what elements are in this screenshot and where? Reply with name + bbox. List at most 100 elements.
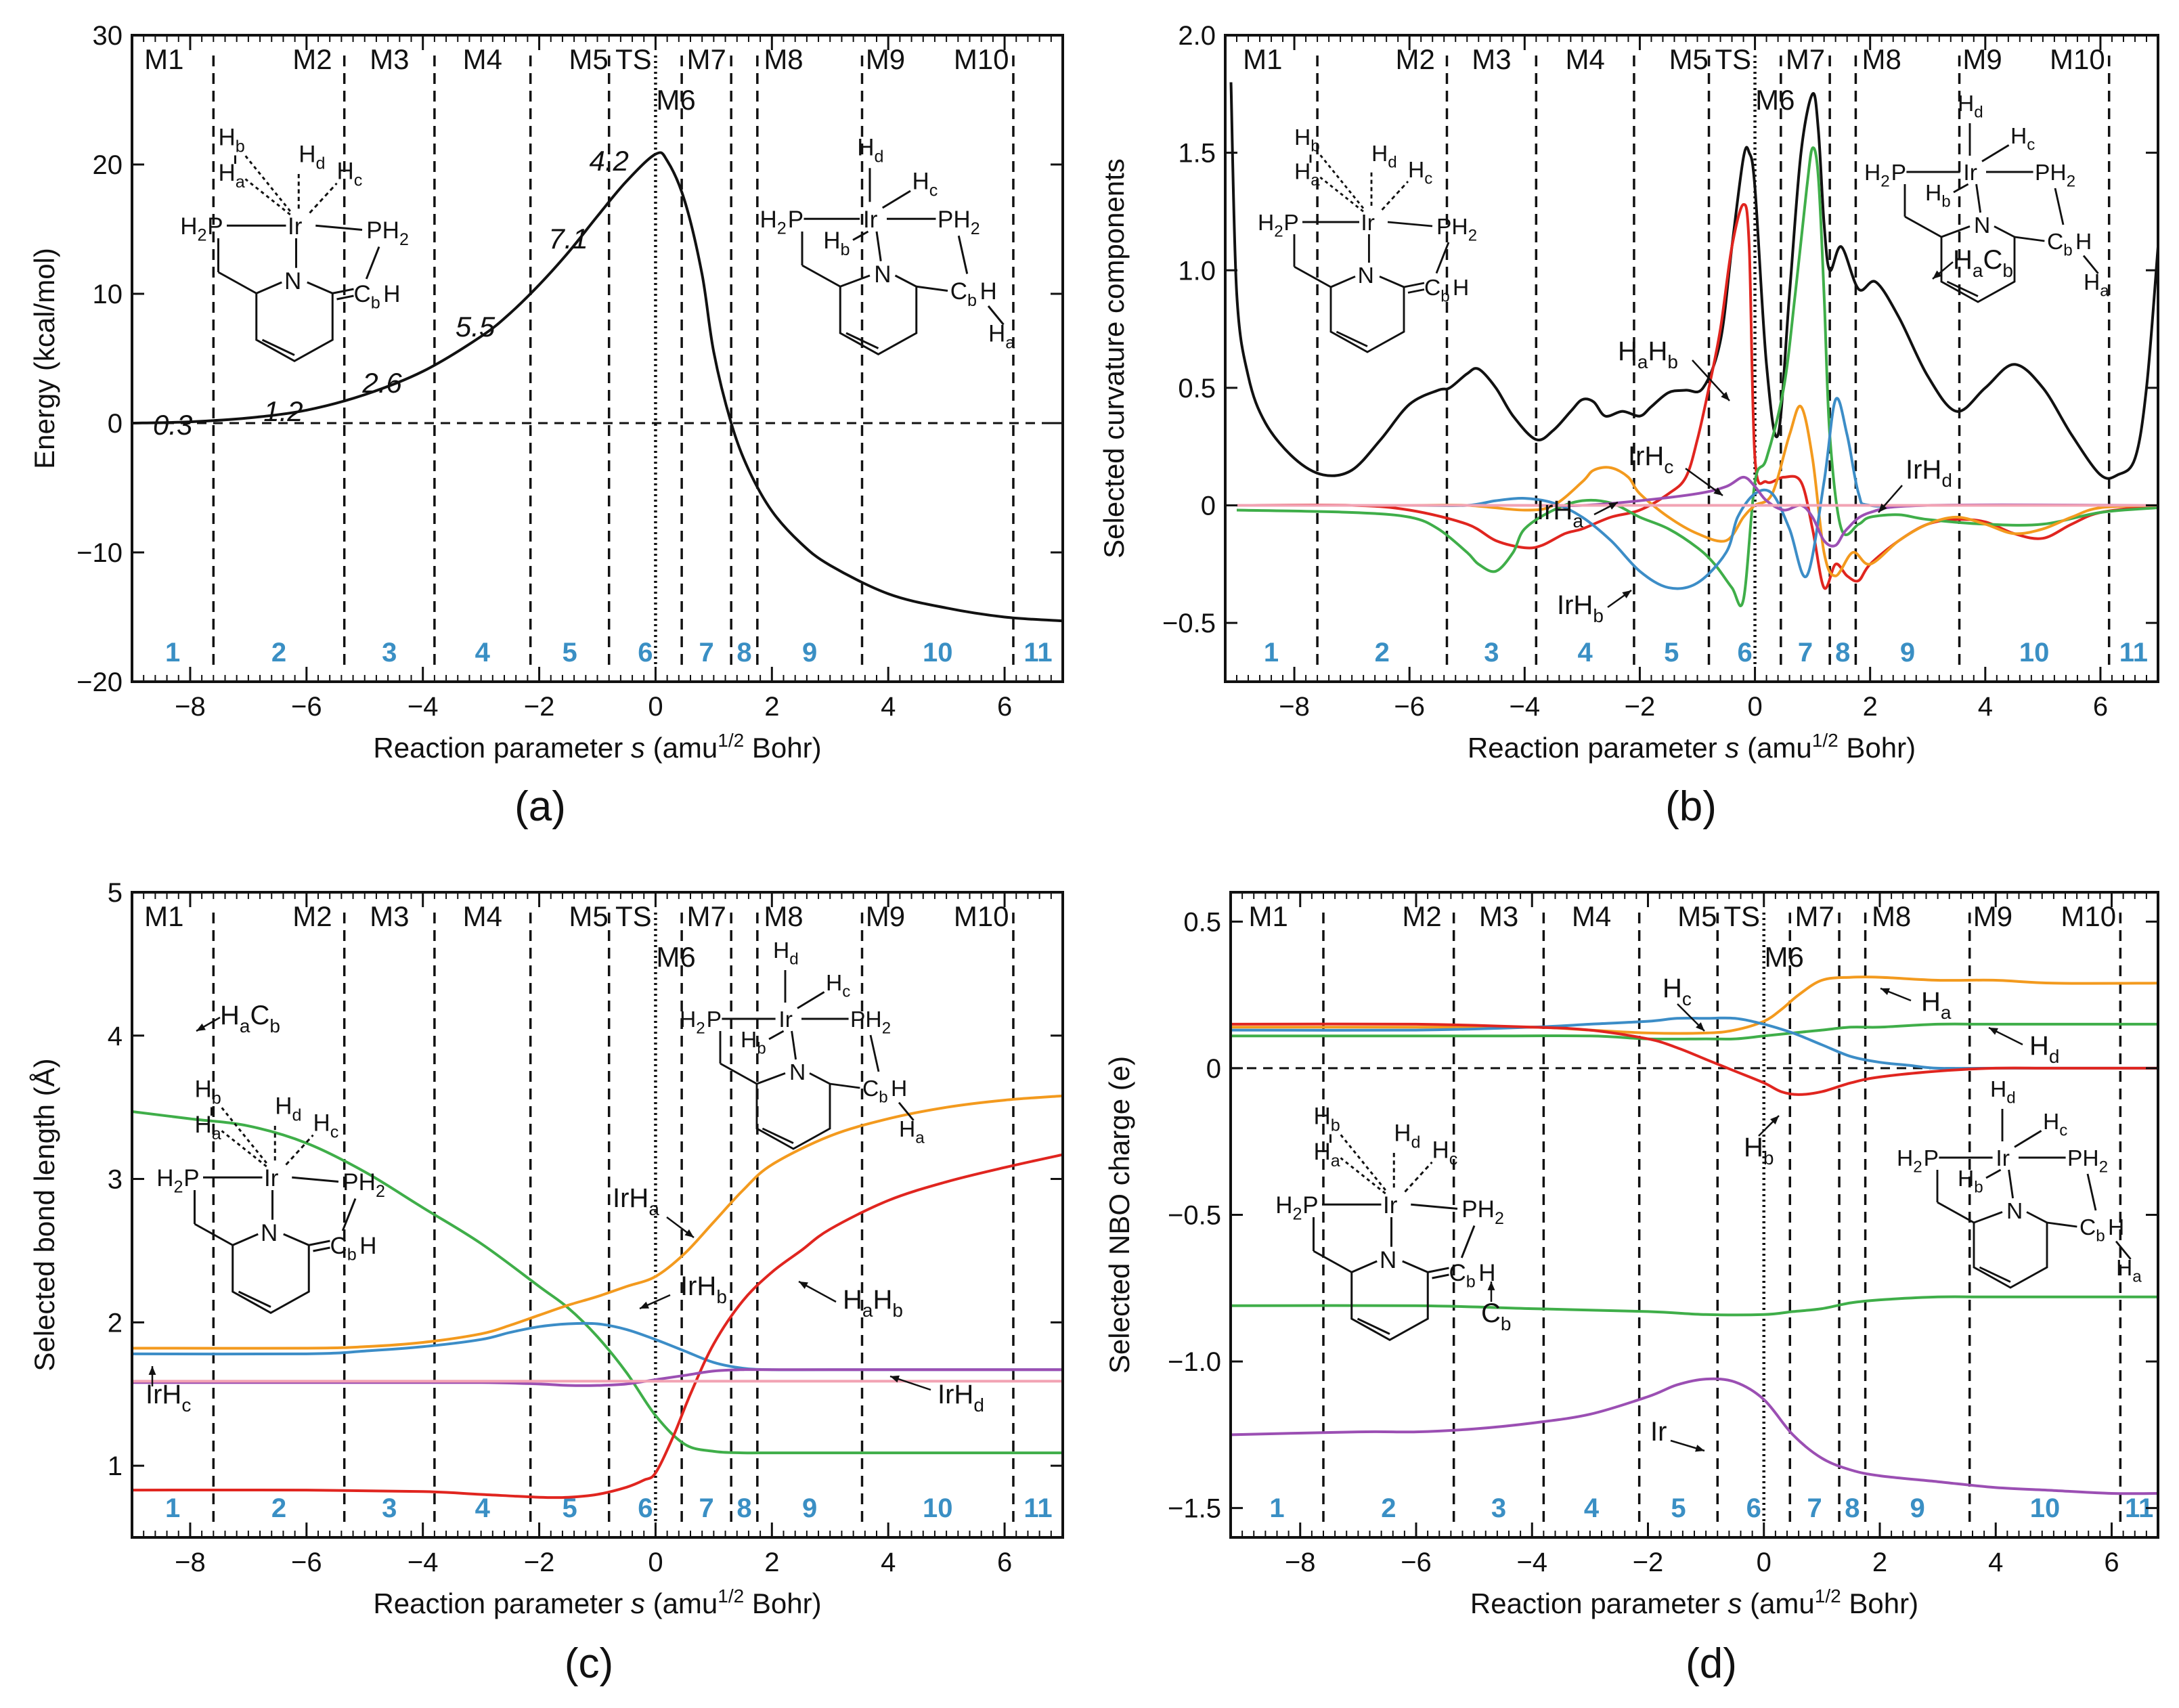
series-hd — [1231, 1022, 2158, 1041]
y-tick-label: 4 — [108, 1022, 123, 1051]
mol-r-atom-hc: Hc — [2010, 124, 2035, 154]
phase-number-3: 3 — [382, 638, 397, 667]
minimum-label-m6: M6 — [1765, 941, 1804, 973]
mol-r-atom-hd: Hd — [857, 135, 883, 167]
phase-number-2: 2 — [271, 1493, 286, 1523]
mol-atom-cbh: H — [383, 281, 400, 307]
mol-r-atom-ir: Ir — [1996, 1146, 2010, 1171]
minimum-label-m1: M1 — [144, 43, 183, 75]
x-tick-label: 2 — [1863, 692, 1878, 722]
phase-number-5: 5 — [563, 638, 577, 667]
mol-r-atom-p-sub: 2 — [971, 219, 980, 238]
y-tick-label: 1.0 — [1178, 256, 1216, 286]
label-hd: Hd — [2029, 1031, 2059, 1067]
energy-annotation: 5.5 — [456, 311, 496, 343]
mol-r-atom-ir: Ir — [863, 206, 878, 233]
mol-r-atom-h2p: H2 — [1897, 1146, 1922, 1176]
y-tick-label: 10 — [93, 280, 123, 309]
mol-atom-cbh: H — [1478, 1260, 1495, 1286]
phase-number-9: 9 — [802, 1493, 817, 1523]
x-tick-label: 0 — [1747, 692, 1762, 722]
series-hahb — [132, 1153, 1063, 1499]
x-axis-label: Reaction parameter s (amu1/2 Bohr) — [373, 730, 821, 764]
mol-r-atom-hd: Hd — [1958, 91, 1983, 121]
energy-annotation: 4.2 — [589, 145, 628, 177]
y-axis-label: Selected NBO charge (e) — [1103, 1056, 1135, 1374]
x-tick-label: 4 — [1978, 692, 1993, 722]
x-tick-label: 6 — [2104, 1548, 2119, 1577]
mol-atom-ha: Ha — [1294, 159, 1320, 189]
y-tick-label: 0 — [1201, 491, 1216, 521]
mol-r-atom-ha: Ha — [899, 1117, 925, 1147]
minimum-label-m7: M7 — [686, 900, 726, 932]
mol-r-atom-n: N — [874, 261, 891, 288]
phase-number-10: 10 — [2019, 638, 2050, 667]
x-tick-label: −2 — [1633, 1548, 1664, 1577]
mol-atom-p-right: PH — [1436, 215, 1468, 240]
minimum-label-ts: TS — [1715, 43, 1751, 75]
phase-number-6: 6 — [1746, 1493, 1761, 1523]
mol-atom-p-left: P — [183, 1165, 199, 1191]
mol-atom-p-sub: 2 — [1468, 227, 1477, 245]
mol-r-atom-p-sub: 2 — [2099, 1158, 2108, 1177]
mol-atom-p-right: PH — [1461, 1196, 1495, 1223]
minimum-label-m8: M8 — [764, 43, 803, 75]
phase-number-3: 3 — [382, 1493, 397, 1523]
phase-number-8: 8 — [736, 1493, 751, 1523]
label-hd-arrowhead — [1989, 1028, 1998, 1035]
mol-atom-hc: Hc — [337, 158, 363, 190]
phase-number-7: 7 — [1798, 638, 1813, 667]
minimum-label-m9: M9 — [1962, 43, 2002, 75]
mol-r-atom-ir: Ir — [1963, 160, 1977, 185]
mol-atom-cb: Cb — [354, 281, 380, 313]
mol-r-atom-hb: Hb — [1925, 181, 1951, 211]
mol-r-atom-cbh: H — [980, 278, 997, 305]
mol-r-atom-p-sub: 2 — [2067, 173, 2075, 191]
mol-atom-p-left: P — [1302, 1192, 1318, 1219]
molecule-product: Hd Hc H2 P Ir PH 2 Hb N Cb H Ha — [680, 938, 925, 1150]
minimum-label-m3: M3 — [370, 900, 409, 932]
label-irhc-arrowhead — [1713, 487, 1723, 496]
minimum-label-m3: M3 — [1472, 43, 1511, 75]
label-irha-arrowhead — [1608, 502, 1618, 510]
mol-r-atom-hb: Hb — [823, 227, 850, 259]
mol-r-atom-cb: Cb — [2079, 1215, 2105, 1245]
mol-atom-ha: Ha — [219, 160, 246, 192]
mol-r-atom-n: N — [789, 1060, 806, 1085]
label-cb: Cb — [1481, 1298, 1511, 1334]
phase-number-7: 7 — [699, 1493, 714, 1523]
x-tick-label: −4 — [408, 1548, 439, 1577]
minimum-label-m4: M4 — [463, 43, 502, 75]
minimum-label-m6: M6 — [656, 941, 695, 973]
minimum-label-m3: M3 — [1479, 900, 1518, 932]
label-hacb-arrowhead — [196, 1023, 206, 1031]
x-tick-label: −4 — [408, 692, 439, 722]
y-tick-label: −1.0 — [1168, 1347, 1221, 1377]
label-hahb: HaHb — [843, 1285, 903, 1321]
minimum-label-m8: M8 — [1862, 43, 1901, 75]
y-tick-label: 2 — [108, 1308, 123, 1338]
mol-r-atom-hc: Hc — [826, 971, 850, 1001]
label-ir-arrowhead — [1695, 1445, 1704, 1452]
panel-caption: (a) — [514, 783, 566, 830]
x-tick-label: 4 — [881, 692, 896, 722]
label-irhd-arrowhead — [890, 1375, 900, 1383]
minimum-label-m5: M5 — [1669, 43, 1709, 75]
y-tick-label: −0.5 — [1168, 1201, 1221, 1231]
minimum-label-m4: M4 — [1572, 900, 1611, 932]
minimum-label-m2: M2 — [1402, 900, 1441, 932]
mol-r-atom-cbh: H — [891, 1076, 907, 1101]
mol-r-atom-p-right: PH — [2035, 160, 2067, 185]
mol-atom-h2p: H2 — [1258, 211, 1283, 240]
minimum-label-m3: M3 — [370, 43, 409, 75]
minimum-label-m4: M4 — [1565, 43, 1604, 75]
label-irha: IrHa — [1537, 496, 1583, 531]
phase-number-10: 10 — [923, 1493, 953, 1523]
mol-atom-h2p: H2 — [180, 213, 206, 245]
label-ha: Ha — [1921, 987, 1952, 1023]
mol-atom-n: N — [1358, 263, 1374, 288]
label-hb: Hb — [1744, 1133, 1774, 1168]
